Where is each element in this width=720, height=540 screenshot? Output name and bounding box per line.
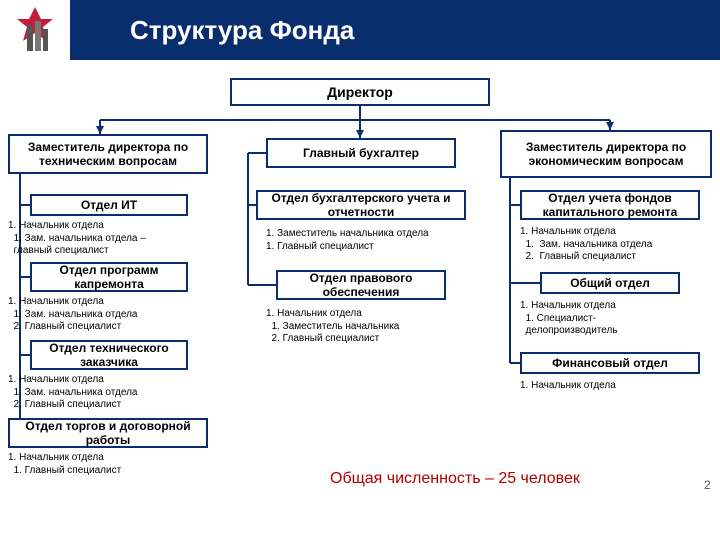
dept-finance-box: Финансовый отдел	[520, 352, 700, 374]
director-box: Директор	[230, 78, 490, 106]
page-number: 2	[704, 478, 711, 492]
dept-general-staff: 1. Начальник отдела 1. Специалист- делоп…	[520, 300, 618, 338]
dept-legal-box: Отдел правового обеспечения	[276, 270, 446, 300]
dept-programs-box: Отдел программ капремонта	[30, 262, 188, 292]
dept-accounting-box: Отдел бухгалтерского учета и отчетности	[256, 190, 466, 220]
org-chart: Директор Заместитель директора по технич…	[0, 60, 720, 540]
dept-funds-box: Отдел учета фондов капитального ремонта	[520, 190, 700, 220]
deputy-economic-box: Заместитель директора по экономическим в…	[500, 130, 712, 178]
dept-it-box: Отдел ИТ	[30, 194, 188, 216]
total-count: Общая численность – 25 человек	[330, 470, 580, 488]
dept-funds-staff: 1. Начальник отдела 1. Зам. начальника о…	[520, 226, 652, 264]
page-title: Структура Фонда	[130, 15, 354, 46]
dept-general-box: Общий отдел	[540, 272, 680, 294]
dept-accounting-staff: 1. Заместитель начальника отдела 1. Глав…	[266, 228, 429, 253]
dept-legal-staff: 1. Начальник отдела 1. Заместитель начал…	[266, 308, 399, 346]
dept-tech-customer-box: Отдел технического заказчика	[30, 340, 188, 370]
dept-tenders-box: Отдел торгов и договорной работы	[8, 418, 208, 448]
deputy-technical-box: Заместитель директора по техническим воп…	[8, 134, 208, 174]
dept-finance-staff: 1. Начальник отдела	[520, 380, 616, 393]
logo-icon	[0, 0, 70, 60]
chief-accountant-box: Главный бухгалтер	[266, 138, 456, 168]
dept-tenders-staff: 1. Начальник отдела 1. Главный специалис…	[8, 452, 121, 477]
dept-it-staff: 1. Начальник отдела 1. Зам. начальника о…	[8, 220, 146, 258]
dept-programs-staff: 1. Начальник отдела 1. Зам. начальника о…	[8, 296, 137, 334]
header-bar: Структура Фонда	[0, 0, 720, 60]
dept-tech-customer-staff: 1. Начальник отдела 1. Зам. начальника о…	[8, 374, 137, 412]
